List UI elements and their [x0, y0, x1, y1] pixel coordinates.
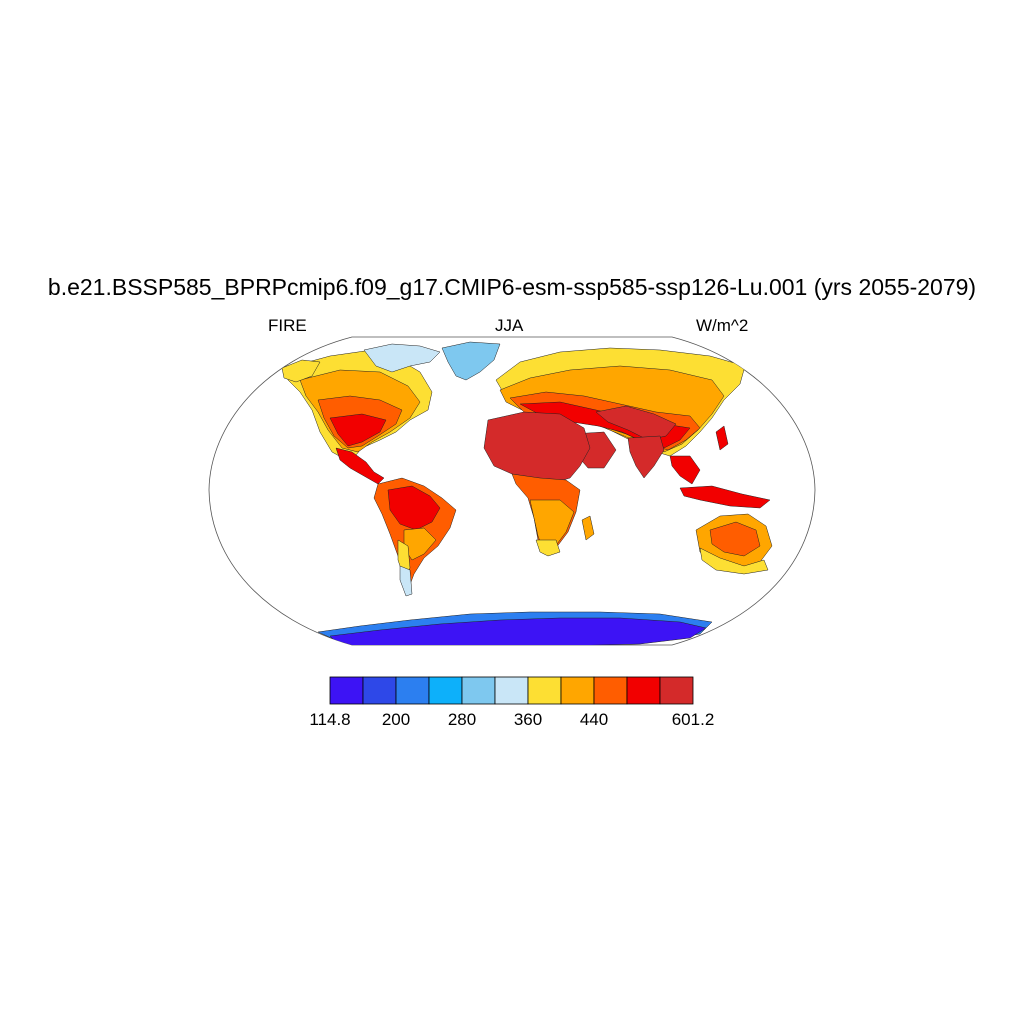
variable-label: FIRE: [268, 316, 307, 335]
australia: [695, 513, 773, 575]
map-title: b.e21.BSSP585_BPRPcmip6.f09_g17.CMIP6-es…: [47, 274, 977, 300]
colorbar-swatch: [395, 676, 430, 705]
eurasia: [495, 347, 771, 509]
colorbar: [329, 676, 694, 705]
colorbar-swatch: [527, 676, 562, 705]
antarctica: [317, 611, 713, 645]
colorbar-swatch: [659, 676, 694, 705]
colorbar-swatch: [461, 676, 496, 705]
colorbar-tick-label: 360: [513, 710, 543, 729]
north-america: [281, 343, 441, 485]
africa: [483, 411, 595, 557]
colorbar-swatch: [593, 676, 628, 705]
colorbar-swatch: [428, 676, 463, 705]
colorbar-swatch: [329, 676, 364, 705]
colorbar-tick-label: 114.8: [309, 710, 351, 729]
south-america: [373, 477, 457, 597]
colorbar-swatch: [560, 676, 595, 705]
units-label: W/m^2: [696, 316, 749, 335]
colorbar-swatch: [362, 676, 397, 705]
colorbar-swatch: [626, 676, 661, 705]
season-label: JJA: [495, 316, 524, 335]
colorbar-tick-label: 280: [447, 710, 477, 729]
colorbar-swatch: [494, 676, 529, 705]
colorbar-tick-label: 200: [381, 710, 411, 729]
colorbar-tick-label: 601.2: [671, 710, 715, 729]
greenland: [441, 341, 501, 381]
colorbar-tick-label: 440: [579, 710, 609, 729]
